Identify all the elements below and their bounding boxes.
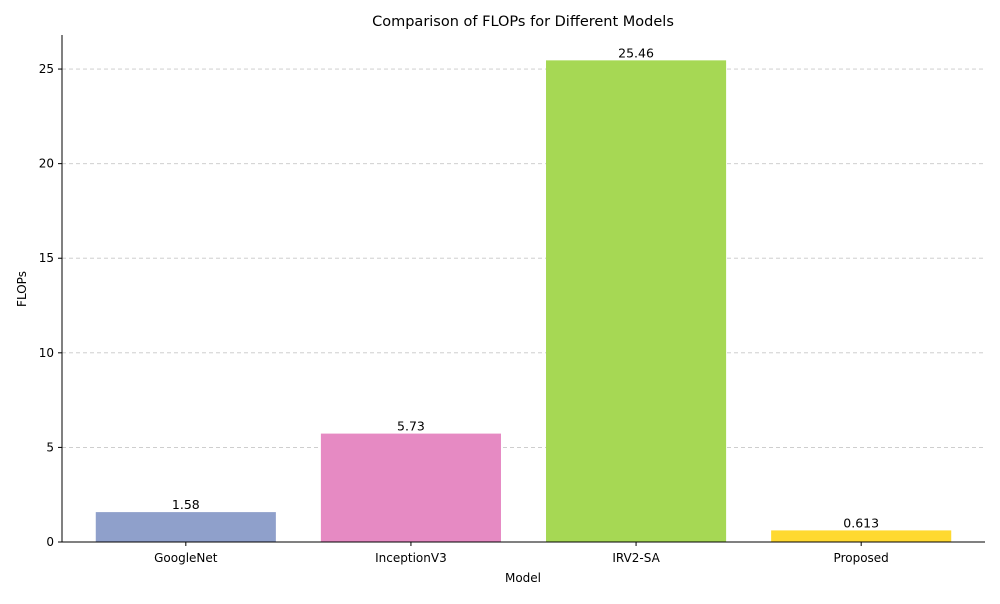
x-tick-label: IRV2-SA <box>612 551 660 565</box>
bar-irv2-sa <box>546 60 727 542</box>
y-tick-label: 25 <box>39 62 54 76</box>
data-label: 5.73 <box>397 419 425 434</box>
bars <box>95 60 952 542</box>
data-label: 0.613 <box>843 515 879 530</box>
bar-proposed <box>771 530 952 542</box>
y-tick-label: 10 <box>39 346 54 360</box>
x-tick-label: InceptionV3 <box>375 551 447 565</box>
tick-labels: 0 5 10 15 20 25 GoogleNet InceptionV3 IRV2-SA Pro… <box>39 62 889 565</box>
chart-title: Comparison of FLOPs for Different Models <box>372 14 674 30</box>
data-label: 1.58 <box>172 497 200 512</box>
data-label: 25.46 <box>618 45 654 60</box>
y-tick-label: 0 <box>46 535 54 549</box>
x-tick-label: GoogleNet <box>154 551 218 565</box>
x-tick-label: Proposed <box>834 551 889 565</box>
y-tick-label: 20 <box>39 157 54 171</box>
bar-googlenet <box>95 512 276 542</box>
y-axis-label: FLOPs <box>15 271 29 307</box>
y-tick-label: 15 <box>39 251 54 265</box>
grid-lines <box>62 68 985 448</box>
y-tick-label: 5 <box>46 440 54 454</box>
axes <box>58 35 985 546</box>
x-axis-label: Model <box>505 571 541 585</box>
bar-inceptionv3 <box>320 433 501 542</box>
data-labels: 1.58 5.73 25.46 0.613 <box>172 45 879 530</box>
